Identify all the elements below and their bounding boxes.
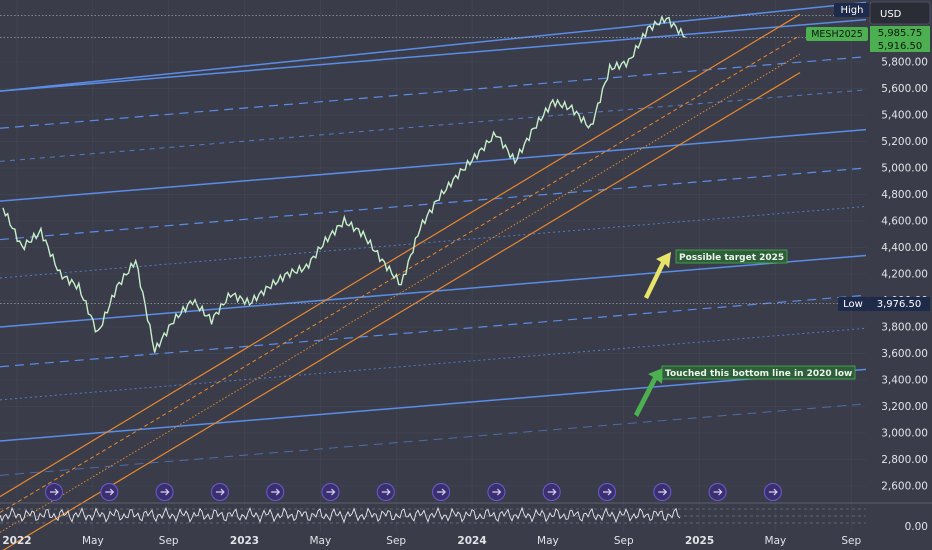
- event-marker-icon[interactable]: [763, 483, 782, 501]
- event-marker-icon[interactable]: [100, 483, 119, 501]
- currency-badge[interactable]: USD: [869, 1, 931, 25]
- x-tick-label: 2022: [2, 535, 31, 547]
- bottom-arrow-icon: [634, 368, 663, 417]
- y-tick-label: 3,200.00: [881, 401, 928, 413]
- event-marker-icon[interactable]: [210, 483, 229, 501]
- last-price-badge: 5,985.75: [870, 26, 930, 39]
- channel-line: [0, 128, 867, 202]
- channel-line: [0, 294, 867, 368]
- event-marker-icon[interactable]: [487, 483, 506, 501]
- prev-price-value: 5,916.50: [878, 41, 923, 52]
- y-tick-label: 3,400.00: [881, 375, 928, 387]
- high-low-reference-lines: [0, 15, 866, 305]
- low-value: 3,976.50: [877, 299, 922, 310]
- x-tick-label: 2025: [685, 535, 714, 547]
- trend-line: [0, 35, 801, 513]
- x-tick-label: Sep: [614, 535, 634, 547]
- channel-line: [0, 18, 867, 92]
- event-marker-icon[interactable]: [155, 483, 174, 501]
- prev-price-badge: 5,916.50: [870, 39, 930, 52]
- bottom-annotation-box: [661, 365, 856, 380]
- target-annotation-box: [675, 249, 788, 264]
- price-axis[interactable]: 2,600.00 2,800.00 3,000.00 3,200.00 3,400.00…: [881, 57, 928, 493]
- trend-channel-lines: [0, 13, 801, 550]
- high-badge: High: [834, 3, 870, 17]
- channel-line: [0, 167, 867, 241]
- x-tick-label: May: [310, 535, 332, 547]
- low-label: Low: [843, 299, 863, 310]
- y-tick-label: 4,200.00: [881, 269, 928, 281]
- price-line: [2, 14, 686, 353]
- bottom-annotation-text: Touched this bottom line in 2020 low: [665, 369, 852, 379]
- trend-line: [0, 13, 801, 498]
- y-tick-label: 2,800.00: [881, 454, 928, 466]
- y-tick-label: 4,600.00: [881, 216, 928, 228]
- event-marker-icon[interactable]: [321, 483, 340, 501]
- channel-line: [0, 368, 867, 442]
- event-marker-icon[interactable]: [708, 483, 727, 501]
- channel-line: [0, 254, 867, 328]
- y-tick-label: 3,600.00: [881, 348, 928, 360]
- target-arrow-icon: [644, 252, 671, 299]
- x-tick-label: Sep: [841, 535, 861, 547]
- y-tick-label: 5,000.00: [881, 163, 928, 175]
- oscillator-pane: 0.00: [0, 502, 932, 533]
- regression-channel-lines: [0, 1, 867, 476]
- event-markers[interactable]: [45, 483, 782, 501]
- y-tick-label: 5,200.00: [881, 136, 928, 148]
- trend-line: [2, 72, 801, 550]
- event-marker-icon[interactable]: [653, 483, 672, 501]
- x-tick-label: 2023: [230, 535, 259, 547]
- x-tick-label: Sep: [159, 535, 179, 547]
- y-tick-label: 5,800.00: [881, 57, 928, 69]
- y-tick-label: 2,600.00: [881, 481, 928, 493]
- x-tick-label: May: [537, 535, 559, 547]
- event-marker-icon[interactable]: [598, 483, 616, 501]
- target-annotation-text: Possible target 2025: [679, 253, 784, 263]
- annotation-target[interactable]: Possible target 2025: [644, 249, 788, 299]
- y-tick-label: 3,800.00: [881, 322, 928, 334]
- low-badge: Low 3,976.50: [838, 297, 930, 311]
- channel-line: [0, 403, 867, 476]
- oscillator-tick-label: 0.00: [905, 521, 928, 533]
- time-axis[interactable]: 2022 May Sep 2023 May Sep 2024 May Sep 2025 May Sep: [2, 535, 861, 547]
- x-tick-label: May: [765, 535, 787, 547]
- price-series: [2, 14, 686, 353]
- event-marker-icon[interactable]: [45, 483, 63, 501]
- event-marker-icon[interactable]: [432, 483, 451, 501]
- channel-line: [0, 56, 867, 129]
- channel-top-line: [0, 1, 867, 92]
- channel-line: [0, 327, 867, 401]
- trend-line: [0, 53, 801, 533]
- x-tick-label: May: [82, 535, 104, 547]
- symbol-badge[interactable]: MESH2025: [806, 27, 868, 41]
- y-tick-label: 4,800.00: [881, 189, 928, 201]
- y-tick-label: 4,400.00: [881, 242, 928, 254]
- annotation-bottom[interactable]: Touched this bottom line in 2020 low: [634, 365, 856, 417]
- x-tick-label: Sep: [386, 535, 406, 547]
- y-tick-label: 5,600.00: [881, 83, 928, 95]
- oscillator-line: [0, 506, 681, 524]
- currency-label: USD: [880, 9, 902, 20]
- high-label: High: [841, 5, 864, 16]
- event-marker-icon[interactable]: [376, 483, 395, 501]
- y-tick-label: 3,000.00: [881, 428, 928, 440]
- event-marker-icon[interactable]: [542, 483, 561, 501]
- last-price-value: 5,985.75: [878, 28, 923, 39]
- event-marker-icon[interactable]: [266, 483, 285, 501]
- symbol-label: MESH2025: [811, 29, 863, 40]
- y-tick-label: 5,400.00: [881, 110, 928, 122]
- x-tick-label: 2024: [457, 535, 486, 547]
- channel-line: [0, 89, 867, 162]
